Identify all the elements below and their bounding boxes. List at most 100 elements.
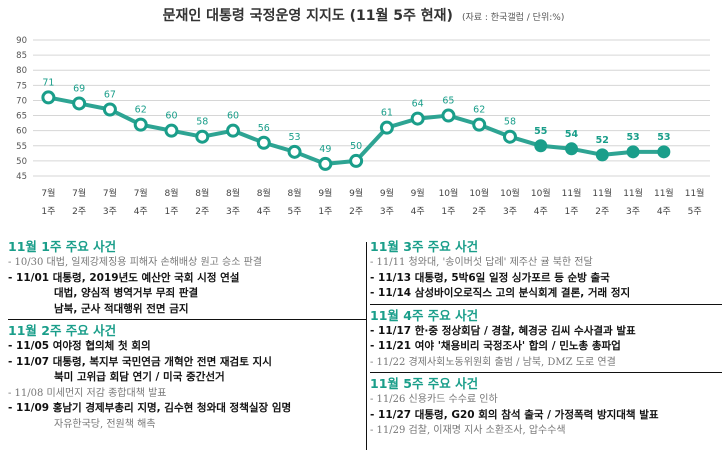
x-tick-label: 3주 (626, 206, 640, 217)
x-tick-label: 7월 (72, 187, 86, 199)
x-tick-label: 9월 (411, 187, 425, 199)
event-item: - 11/21 여야 '채용비리 국정조사' 합의 / 민노총 총파업 (370, 340, 621, 352)
data-point (379, 120, 394, 135)
y-tick-label: 70 (16, 96, 27, 106)
event-item: - 11/07 대통령, 복지부 국민연금 개혁안 전면 재검토 지시 (8, 355, 272, 368)
x-tick-label: 2주 (195, 206, 209, 217)
data-point (410, 111, 425, 126)
event-section-title: 11월 4주 주요 사건 (370, 307, 479, 323)
event-item: - 11/14 삼성바이오로직스 고의 분식회계 결론, 거래 정지 (370, 287, 631, 299)
data-label: 65 (442, 96, 454, 107)
events-left-column: 11월 1주 주요 사건 - 10/30 대법, 일제강제징용 피해자 손해배상 … (8, 238, 366, 432)
y-tick-label: 45 (16, 172, 27, 182)
y-tick-label: 85 (16, 51, 27, 61)
x-tick-label: 1주 (41, 206, 55, 217)
y-tick-label: 60 (16, 127, 27, 137)
data-label: 58 (196, 117, 208, 128)
data-point (595, 148, 609, 162)
y-tick-label: 65 (16, 112, 27, 122)
event-item: - 11/27 대통령, G20 회의 참석 출국 / 가정폭력 방지대책 발표 (370, 408, 659, 421)
event-item: 자유한국당, 전원책 해촉 (54, 418, 156, 430)
x-tick-label: 1주 (441, 206, 455, 217)
x-tick-label: 4주 (534, 206, 548, 217)
x-tick-label: 1주 (565, 206, 579, 217)
x-tick-label: 8월 (226, 187, 240, 199)
x-tick-label: 3주 (503, 206, 517, 217)
data-point (534, 139, 548, 153)
y-tick-label: 55 (16, 142, 27, 152)
x-tick-label: 8월 (164, 187, 178, 199)
data-label: 53 (289, 132, 301, 143)
data-label: 64 (412, 99, 424, 110)
data-label: 54 (565, 129, 579, 140)
data-point (502, 129, 517, 144)
data-point (195, 129, 210, 144)
event-section-title: 11월 3주 주요 사건 (370, 239, 479, 254)
event-item: 대법, 양심적 병역거부 무죄 판결 (54, 287, 199, 299)
events-right-column: 11월 3주 주요 사건 - 11/11 청와대, '송이버섯 답례' 제주산 귤… (370, 238, 722, 439)
section-divider (8, 319, 366, 320)
data-label: 53 (657, 132, 670, 143)
event-section-title: 11월 5주 주요 사건 (370, 376, 479, 391)
event-item: - 11/09 홍남기 경제부총리 지명, 김수현 청와대 정책실장 임명 (8, 402, 292, 414)
event-item: - 11/08 미세먼지 저감 종합대책 발표 (8, 387, 167, 399)
data-label: 60 (165, 111, 177, 122)
x-tick-label: 10월 (439, 187, 459, 199)
x-tick-label: 11월 (562, 187, 582, 199)
data-label: 50 (350, 141, 362, 152)
section-divider (370, 372, 722, 373)
x-tick-label: 5주 (288, 206, 302, 217)
data-label: 67 (104, 90, 116, 101)
data-point (472, 117, 487, 132)
x-tick-label: 4주 (134, 206, 148, 217)
event-panel: 11월 1주 주요 사건 - 10/30 대법, 일제강제징용 피해자 손해배상 … (0, 238, 727, 452)
data-label: 62 (473, 105, 485, 116)
x-tick-label: 5주 (688, 206, 702, 217)
data-point (657, 145, 671, 159)
data-label: 61 (381, 108, 393, 119)
x-tick-label: 3주 (226, 206, 240, 217)
data-label: 53 (626, 132, 639, 143)
event-item: - 11/01 대통령, 2019년도 예산안 국회 시정 연설 (8, 271, 240, 284)
x-tick-label: 10월 (531, 187, 551, 199)
data-point (626, 145, 640, 159)
x-tick-label: 3주 (380, 206, 394, 217)
line-chart: 45 50 55 60 65 70 75 80 85 90 71 69 67 62 60 58 60 56 53 49… (16, 36, 710, 217)
event-section-title: 11월 1주 주요 사건 (8, 239, 117, 254)
event-item: 북미 고위급 회담 연기 / 미국 중간선거 (54, 371, 225, 383)
data-label: 56 (258, 123, 270, 134)
event-item: - 10/30 대법, 일제강제징용 피해자 손해배상 원고 승소 판결 (8, 257, 263, 268)
data-point (72, 96, 87, 111)
data-point (441, 108, 456, 123)
data-point (349, 153, 364, 168)
data-label: 58 (504, 117, 516, 128)
event-item: - 11/17 한·중 정상회담 / 경찰, 혜경궁 김씨 수사결과 발표 (370, 324, 636, 337)
x-tick-label: 8월 (195, 187, 209, 199)
event-item: 남북, 군사 적대행위 전면 금지 (54, 302, 189, 315)
data-point (133, 117, 148, 132)
section-divider (370, 303, 722, 305)
x-tick-label: 1주 (164, 206, 178, 217)
event-item: - 11/22 경제사회노동위원회 출범 / 남북, DMZ 도로 연결 (370, 356, 616, 368)
chart-title: 문재인 대통령 국정운영 지지도 (11월 5주 현재) (162, 8, 453, 24)
x-tick-label: 10월 (469, 187, 489, 199)
y-tick-label: 50 (16, 157, 27, 167)
x-tick-label: 2주 (349, 206, 363, 217)
event-item: - 11/13 대통령, 5박6일 일정 싱가포르 등 순방 출국 (370, 271, 610, 284)
x-tick-label: 7월 (41, 187, 55, 199)
x-tick-label: 2주 (595, 206, 609, 217)
data-label: 55 (534, 126, 547, 137)
y-tick-label: 80 (16, 66, 27, 76)
x-tick-label: 10월 (500, 187, 520, 199)
x-tick-label: 8월 (288, 187, 302, 199)
data-label: 69 (73, 83, 85, 94)
x-tick-label: 4주 (257, 206, 271, 217)
event-section-title: 11월 2주 주요 사건 (8, 323, 117, 338)
x-tick-label: 7월 (103, 187, 117, 199)
data-label: 62 (135, 105, 147, 116)
data-point (41, 90, 56, 105)
x-tick-label: 8월 (257, 187, 271, 199)
data-label: 60 (227, 111, 239, 122)
data-label: 49 (319, 144, 331, 155)
x-tick-label: 9월 (349, 187, 363, 199)
